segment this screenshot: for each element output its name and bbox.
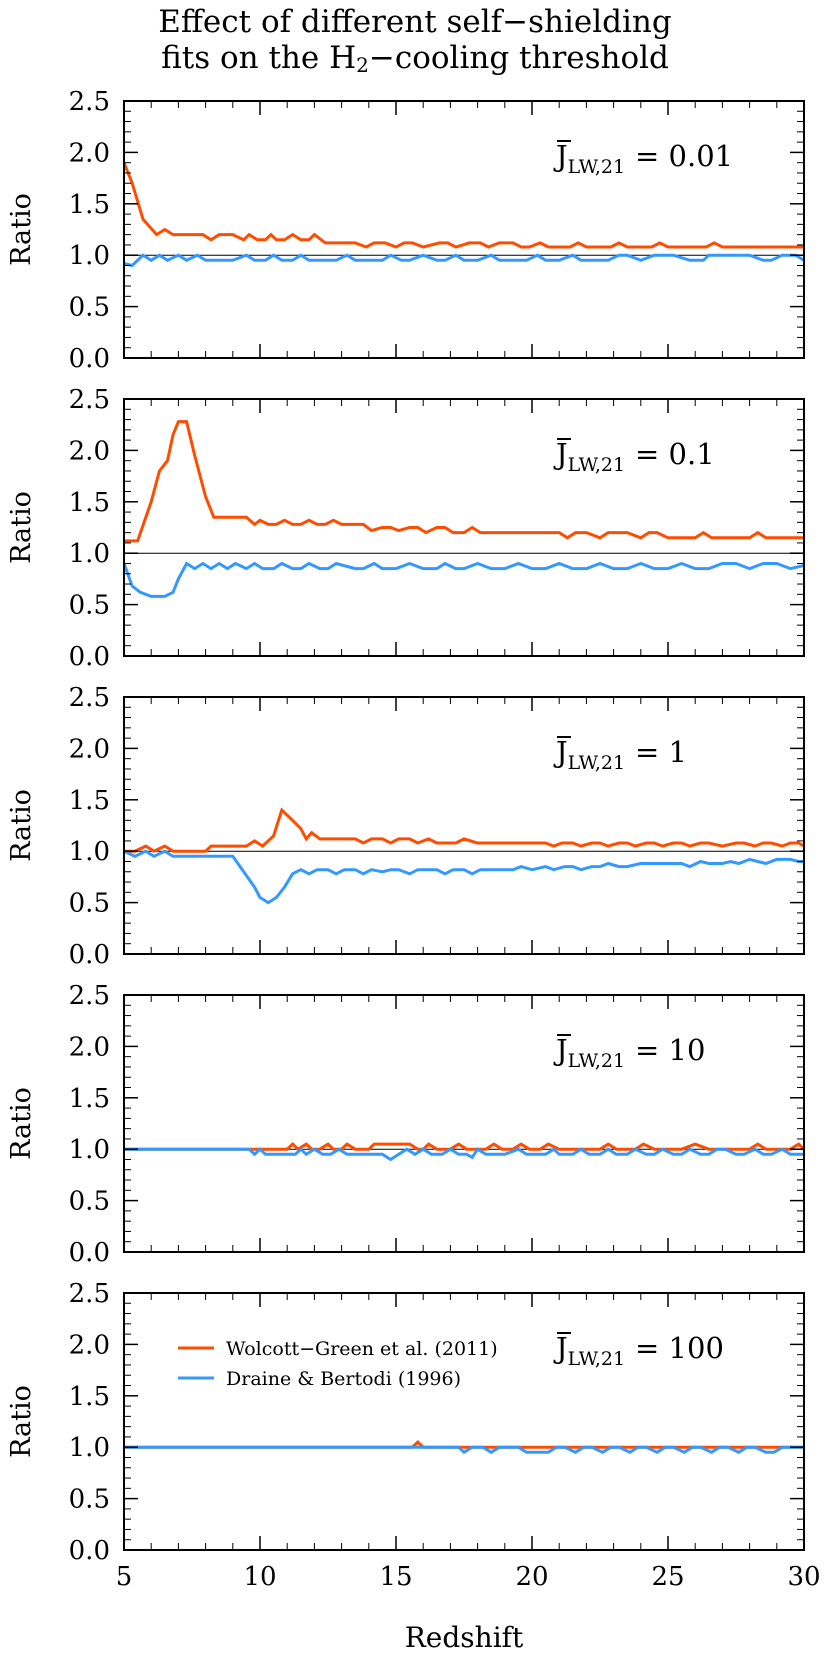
plot-frame [123,398,805,657]
y-axis-label: Ratio [6,1087,37,1160]
x-tick-label: 5 [116,1562,133,1592]
panel-4: 0.0 0.5 1.0 1.5 2.0 2.5 Ratio JLW,21 = 10 [6,981,806,1268]
panel-label-symbol: J [553,437,568,471]
y-tick-label: 0.0 [69,1238,110,1268]
y-tick-label: 0.5 [69,1485,110,1515]
panel-1: 0.0 0.5 1.0 1.5 2.0 2.5 Ratio JLW,21 = 0.01 [6,87,805,374]
y-tick-label: 2.5 [69,1279,110,1309]
title-line-2: fits on the H2−cooling threshold [0,40,830,83]
legend-entry: Draine & Bertodi (1996) [226,1368,461,1390]
legend: Wolcott−Green et al. (2011) Draine & Bert… [178,1338,498,1390]
panel-2: 0.0 0.5 1.0 1.5 2.0 2.5 Ratio JLW,21 = 0.1 [6,385,805,672]
y-tick-label: 1.5 [69,1084,110,1114]
legend-entry: Wolcott−Green et al. (2011) [226,1338,498,1360]
y-tick-label: 1.5 [69,488,110,518]
x-tick-label: 25 [651,1562,684,1592]
y-tick-label: 1.0 [69,837,110,867]
panel-5: 0.0 0.5 1.0 1.5 2.0 2.5 Ratio JLW,21 = 100 5 10 15 2… [6,1279,821,1654]
series-line-wolcott-green [124,420,804,543]
y-tick-label: 2.0 [69,1330,110,1360]
y-tick-label: 1.0 [69,1135,110,1165]
x-tick-label: 30 [787,1562,820,1592]
y-axis-label: Ratio [6,193,37,266]
panel-label-subscript: LW,21 [568,156,625,178]
y-tick-label: 0.5 [69,293,110,323]
y-tick-label: 0.0 [69,344,110,374]
panel-label-subscript: LW,21 [568,1348,625,1370]
panel-label-symbol: J [553,139,568,173]
plot-frame [123,696,805,955]
y-tick-label: 0.0 [69,1536,110,1566]
panel-label: JLW,21 = 10 [553,1033,705,1072]
x-tick-label: 20 [515,1562,548,1592]
panel-label-subscript: LW,21 [568,752,625,774]
title-line-2-prefix: fits on the H [161,40,357,76]
y-axis-label: Ratio [6,491,37,564]
panel-label-value: = 1 [635,735,687,769]
panel-label-value: = 0.1 [635,437,715,471]
panel-label: JLW,21 = 100 [553,1331,724,1370]
panel-label-subscript: LW,21 [568,1050,625,1072]
y-tick-label: 1.0 [69,1433,110,1463]
panel-label-symbol: J [553,735,568,769]
y-axis-label: Ratio [6,789,37,862]
y-tick-label: 0.0 [69,642,110,672]
y-tick-label: 2.0 [69,734,110,764]
y-tick-label: 2.0 [69,1032,110,1062]
y-tick-label: 2.5 [69,385,110,415]
title-line-2-subscript: 2 [356,53,369,77]
y-tick-label: 1.5 [69,1382,110,1412]
plot-frame [123,1292,805,1551]
y-axis-label: Ratio [6,1385,37,1458]
y-tick-label: 1.5 [69,190,110,220]
y-tick-label: 0.5 [69,889,110,919]
x-axis-label: Redshift [405,1621,524,1654]
series-line-draine-bertoldi [123,849,804,905]
x-tick-label: 10 [243,1562,276,1592]
series-line-draine-bertoldi [122,561,805,598]
y-tick-label: 1.5 [69,786,110,816]
panel-label-value: = 0.01 [635,139,733,173]
y-tick-label: 2.5 [69,981,110,1011]
panel-label-symbol: J [553,1033,568,1067]
series-line-wolcott-green [122,162,804,249]
panel-label-value: = 10 [635,1033,705,1067]
plot-frame [123,100,805,359]
panel-label: JLW,21 = 1 [553,735,687,774]
series-line-draine-bertoldi [124,1147,804,1162]
panel-label: JLW,21 = 0.01 [553,139,733,178]
plot-frame [123,994,805,1253]
panel-label-subscript: LW,21 [568,454,625,476]
series-line-wolcott-green [124,807,805,853]
series-line-draine-bertoldi [123,253,805,268]
x-tick-label: 15 [379,1562,412,1592]
y-tick-label: 2.5 [69,683,110,713]
y-tick-label: 2.0 [69,138,110,168]
y-tick-label: 1.0 [69,241,110,271]
figure-title: Effect of different self−shielding fits … [0,4,830,83]
y-tick-label: 0.0 [69,940,110,970]
panel-label: JLW,21 = 0.1 [553,437,715,476]
panel-3: 0.0 0.5 1.0 1.5 2.0 2.5 Ratio JLW,21 = 1 [6,683,805,970]
panel-label-symbol: J [553,1331,568,1365]
y-tick-label: 0.5 [69,591,110,621]
y-tick-label: 1.0 [69,539,110,569]
title-line-1: Effect of different self−shielding [158,4,672,40]
series-line-draine-bertoldi [124,1445,804,1455]
title-line-2-suffix: −cooling threshold [368,40,669,76]
y-tick-label: 2.0 [69,436,110,466]
panel-label-value: = 100 [635,1331,724,1365]
y-tick-label: 0.5 [69,1187,110,1217]
y-tick-label: 2.5 [69,87,110,117]
